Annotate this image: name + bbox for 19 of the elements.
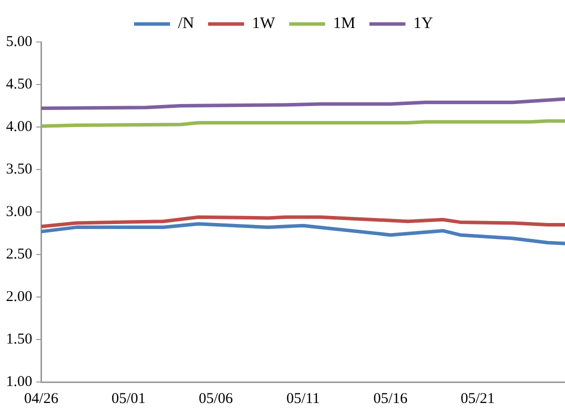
y-tick-label: 5.00 (6, 34, 32, 50)
legend-label: 1Y (413, 15, 434, 32)
y-tick-label: 3.00 (6, 204, 32, 220)
y-tick-label: 2.50 (6, 246, 32, 262)
legend-label: 1M (333, 15, 356, 32)
y-tick-label: 2.00 (6, 288, 32, 305)
y-tick-label: 4.50 (6, 76, 32, 92)
y-tick-label: 4.00 (6, 118, 32, 135)
x-tick-label: 05/16 (373, 390, 408, 407)
x-tick-label: 05/21 (460, 390, 495, 407)
legend-label: /N (178, 15, 195, 32)
y-tick-label: 1.50 (6, 331, 32, 348)
x-tick-label: 05/01 (111, 390, 146, 407)
y-tick-label: 1.00 (6, 374, 32, 390)
x-tick-label: 05/11 (286, 390, 320, 407)
legend-label: 1W (252, 15, 276, 32)
x-tick-label: 04/26 (24, 390, 59, 407)
y-tick-label: 3.50 (6, 161, 32, 178)
x-tick-label: 05/06 (198, 390, 234, 407)
